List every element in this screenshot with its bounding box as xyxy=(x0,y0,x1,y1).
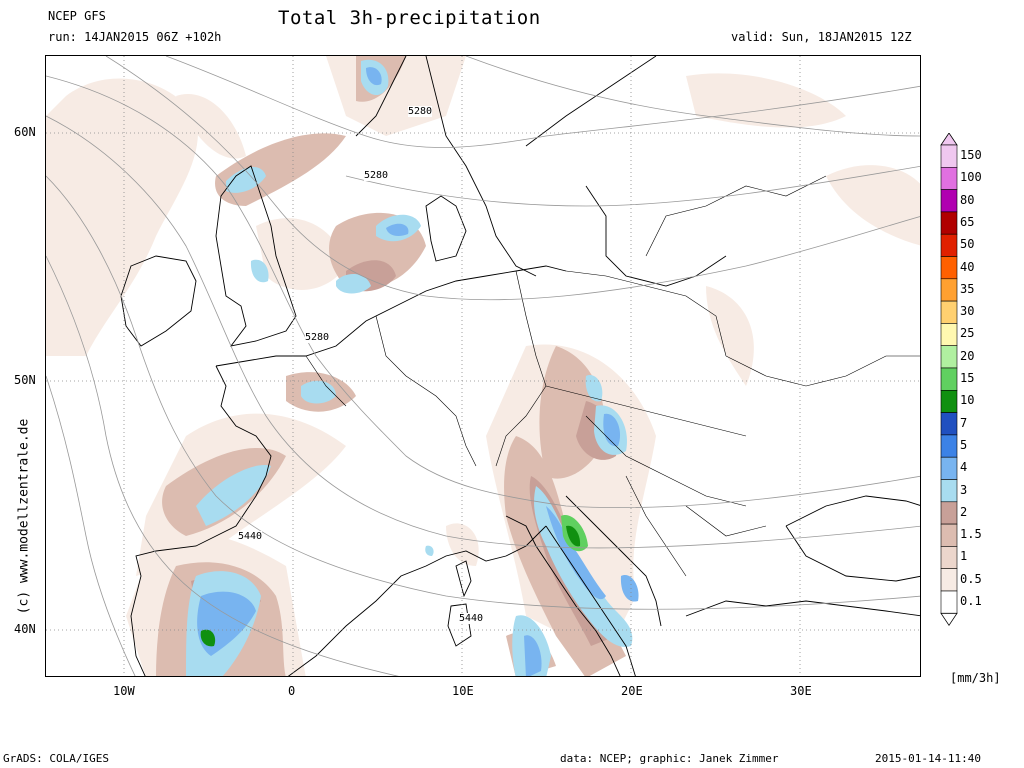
legend-level-label: 25 xyxy=(960,326,975,341)
lat-label-50n: 50N xyxy=(14,373,36,387)
legend-level-label: 150 xyxy=(960,148,982,162)
legend-swatch xyxy=(940,211,958,235)
legend-swatch xyxy=(940,278,958,302)
legend-swatch xyxy=(940,233,958,257)
legend-swatch xyxy=(940,256,958,280)
run-time: run: 14JAN2015 06Z +102h xyxy=(48,30,222,44)
legend-swatch xyxy=(940,367,958,391)
lat-label-40n: 40N xyxy=(14,622,36,636)
lon-label-10e: 10E xyxy=(452,684,474,698)
legend-level-label: 1 xyxy=(960,549,968,564)
legend-swatch xyxy=(940,479,958,503)
legend-level-label: 5 xyxy=(960,437,968,452)
legend-arrow-bottom xyxy=(940,612,958,627)
legend-level-label: 2 xyxy=(960,504,968,519)
contour-label: 5440 xyxy=(459,613,484,624)
footer-software: GrADS: COLA/IGES xyxy=(3,752,109,765)
legend-swatch xyxy=(940,144,958,168)
legend-swatch xyxy=(940,434,958,458)
contour-label: 5280 xyxy=(408,106,433,117)
legend-swatch xyxy=(940,389,958,413)
legend-level-label: 0.1 xyxy=(960,594,982,608)
legend-swatch xyxy=(940,345,958,369)
legend-swatch xyxy=(940,412,958,436)
lon-label-30e: 30E xyxy=(790,684,812,698)
model-name: NCEP GFS xyxy=(48,9,106,23)
precip-green xyxy=(200,515,588,647)
legend-swatch xyxy=(940,189,958,213)
lon-label-0: 0 xyxy=(288,684,296,698)
legend-level-label: 30 xyxy=(960,304,975,319)
legend-level-label: 1.5 xyxy=(960,527,982,542)
page-title: Total 3h-precipitation xyxy=(278,7,541,29)
lat-label-60n: 60N xyxy=(14,125,36,139)
legend-level-label: 10 xyxy=(960,393,975,408)
contour-label: 5440 xyxy=(238,531,263,542)
legend-level-label: 0.5 xyxy=(960,571,982,586)
legend-level-label: 80 xyxy=(960,192,975,207)
legend-level-label: 7 xyxy=(960,415,968,430)
legend-swatch xyxy=(940,568,958,592)
legend-level-label: 3 xyxy=(960,482,968,497)
contour-label: 5280 xyxy=(305,332,330,343)
legend-arrow-top xyxy=(940,133,958,146)
legend-level-label: 50 xyxy=(960,237,975,252)
legend-level-label: 100 xyxy=(960,170,982,185)
precipitation-map: 5280 5280 5280 5440 5440 xyxy=(45,55,921,677)
legend-swatch xyxy=(940,456,958,480)
legend-unit: [mm/3h] xyxy=(950,671,1001,685)
contour-label: 5280 xyxy=(364,170,389,181)
legend-swatch xyxy=(940,590,958,614)
lon-label-20e: 20E xyxy=(621,684,643,698)
legend-level-label: 15 xyxy=(960,371,975,385)
footer-credit: data: NCEP; graphic: Janek Zimmer xyxy=(560,752,779,765)
legend-level-label: 20 xyxy=(960,348,975,363)
legend-swatch xyxy=(940,501,958,525)
side-credit: (c) www.modellzentrale.de xyxy=(16,418,32,615)
legend-level-label: 35 xyxy=(960,281,975,296)
legend-swatch xyxy=(940,300,958,324)
legend-swatch xyxy=(940,323,958,346)
lon-label-10w: 10W xyxy=(113,684,135,698)
legend-colorbar xyxy=(940,133,958,627)
legend-swatch xyxy=(940,523,958,547)
valid-time: valid: Sun, 18JAN2015 12Z xyxy=(731,30,912,44)
legend-swatch xyxy=(940,546,958,569)
footer-date: 2015-01-14-11:40 xyxy=(875,752,981,765)
map-canvas xyxy=(46,56,920,676)
legend-level-label: 40 xyxy=(960,259,975,274)
legend-swatch xyxy=(940,166,958,190)
legend-level-label: 4 xyxy=(960,460,968,475)
legend-level-label: 65 xyxy=(960,214,975,229)
